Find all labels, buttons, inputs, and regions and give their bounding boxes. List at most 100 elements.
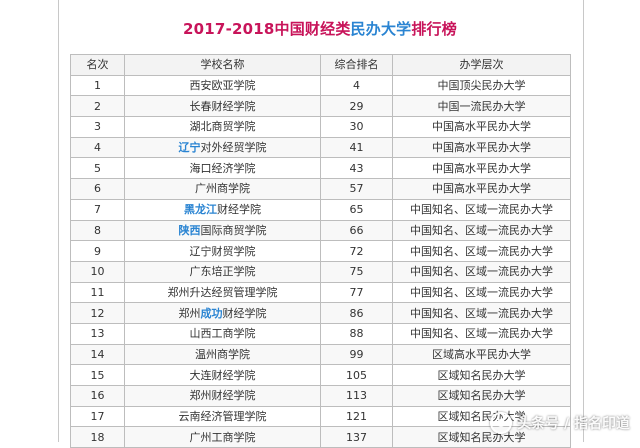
cell-rank: 12	[70, 302, 125, 324]
cell-rank: 17	[70, 405, 125, 428]
school-name-highlight: 成功	[200, 306, 223, 320]
cell-rank: 14	[70, 343, 125, 366]
cell-level: 中国知名、区域一流民办大学	[392, 322, 571, 345]
header-level: 办学层次	[392, 54, 571, 76]
cell-level: 中国高水平民办大学	[392, 178, 571, 200]
cell-rank: 3	[70, 116, 125, 138]
cell-level: 中国一流民办大学	[392, 95, 571, 118]
cell-score: 29	[320, 95, 393, 118]
cell-school-name: 广州工商学院	[124, 426, 321, 448]
cell-rank: 13	[70, 322, 125, 345]
school-name-text: 财经学院	[222, 306, 267, 320]
cell-school-name: 广东培正学院	[124, 260, 321, 283]
cell-rank: 15	[70, 364, 125, 386]
school-name-text: 辽宁财贸学院	[189, 244, 256, 258]
cell-level: 中国高水平民办大学	[392, 136, 571, 159]
school-name-text: 西安欧亚学院	[189, 79, 256, 93]
page-frame	[58, 0, 584, 442]
cell-school-name: 广州商学院	[124, 178, 321, 200]
toutiao-logo-icon	[490, 412, 513, 434]
school-name-text: 海口经济学院	[189, 161, 256, 175]
cell-score: 75	[320, 260, 393, 283]
school-name-text: 温州商学院	[195, 347, 250, 361]
cell-rank: 5	[70, 157, 125, 180]
table-row: 1 西安欧亚学院 4 中国顶尖民办大学	[70, 74, 571, 97]
cell-score: 113	[320, 385, 393, 407]
table-row: 16 郑州财经学院 113 区域知名民办大学	[70, 385, 571, 407]
school-name-text: 大连财经学院	[189, 368, 256, 382]
school-name-text: 财经学院	[217, 203, 261, 217]
cell-score: 137	[320, 426, 393, 448]
table-row: 6 广州商学院 57 中国高水平民办大学	[70, 178, 571, 200]
table-row: 11 郑州升达经贸管理学院 77 中国知名、区域一流民办大学	[70, 281, 571, 304]
cell-score: 72	[320, 240, 393, 262]
cell-score: 121	[320, 405, 393, 428]
school-name-text: 郑州	[178, 306, 201, 320]
cell-rank: 6	[70, 178, 125, 200]
cell-score: 41	[320, 136, 393, 159]
school-name-text: 广东培正学院	[189, 265, 256, 279]
school-name-highlight: 黑龙江	[184, 203, 217, 217]
cell-school-name: 黑龙江财经学院	[124, 198, 321, 221]
cell-score: 66	[320, 219, 393, 242]
cell-level: 中国知名、区域一流民办大学	[392, 240, 571, 262]
cell-score: 105	[320, 364, 393, 386]
cell-level: 中国顶尖民办大学	[392, 74, 571, 97]
cell-score: 4	[320, 74, 393, 97]
cell-school-name: 温州商学院	[124, 343, 321, 366]
cell-school-name: 辽宁财贸学院	[124, 240, 321, 262]
table-row: 3 湖北商贸学院 30 中国高水平民办大学	[70, 116, 571, 138]
table-header-row: 名次 学校名称 综合排名 办学层次	[70, 54, 571, 76]
school-name-text: 湖北商贸学院	[189, 120, 256, 134]
cell-school-name: 辽宁对外经贸学院	[124, 136, 321, 159]
cell-rank: 7	[70, 198, 125, 221]
school-name-text: 山西工商学院	[189, 327, 256, 341]
cell-school-name: 山西工商学院	[124, 322, 321, 345]
cell-level: 中国高水平民办大学	[392, 116, 571, 138]
cell-score: 43	[320, 157, 393, 180]
cell-score: 77	[320, 281, 393, 304]
cell-score: 57	[320, 178, 393, 200]
table-row: 13 山西工商学院 88 中国知名、区域一流民办大学	[70, 322, 571, 345]
table-row: 5 海口经济学院 43 中国高水平民办大学	[70, 157, 571, 180]
cell-level: 区域知名民办大学	[392, 385, 571, 407]
cell-rank: 4	[70, 136, 125, 159]
page-title: 2017-2018中国财经类民办大学排行榜	[58, 18, 582, 39]
cell-score: 88	[320, 322, 393, 345]
title-suffix: 排行榜	[411, 20, 457, 38]
cell-school-name: 海口经济学院	[124, 157, 321, 180]
table-row: 4 辽宁对外经贸学院 41 中国高水平民办大学	[70, 136, 571, 159]
cell-school-name: 郑州升达经贸管理学院	[124, 281, 321, 304]
cell-school-name: 云南经济管理学院	[124, 405, 321, 428]
header-score: 综合排名	[320, 54, 393, 76]
cell-rank: 8	[70, 219, 125, 242]
cell-school-name: 长春财经学院	[124, 95, 321, 118]
watermark-text: 头条号 / 指名印道	[517, 416, 630, 432]
table-row: 17 云南经济管理学院 121 区域知名民办大学	[70, 405, 571, 428]
school-name-text: 郑州升达经贸管理学院	[167, 285, 278, 299]
cell-rank: 2	[70, 95, 125, 118]
school-name-text: 云南经济管理学院	[178, 410, 267, 424]
cell-rank: 18	[70, 426, 125, 448]
table-row: 10 广东培正学院 75 中国知名、区域一流民办大学	[70, 260, 571, 283]
cell-rank: 10	[70, 260, 125, 283]
school-name-text: 广州工商学院	[189, 430, 256, 444]
cell-school-name: 陕西国际商贸学院	[124, 219, 321, 242]
cell-score: 86	[320, 302, 393, 324]
cell-school-name: 湖北商贸学院	[124, 116, 321, 138]
cell-school-name: 郑州财经学院	[124, 385, 321, 407]
cell-level: 中国知名、区域一流民办大学	[392, 198, 571, 221]
school-name-text: 广州商学院	[195, 182, 250, 196]
school-name-text: 郑州财经学院	[189, 389, 256, 403]
cell-score: 99	[320, 343, 393, 366]
table-row: 14 温州商学院 99 区域高水平民办大学	[70, 343, 571, 366]
cell-rank: 11	[70, 281, 125, 304]
table-row: 7 黑龙江财经学院 65 中国知名、区域一流民办大学	[70, 198, 571, 221]
school-name-text: 长春财经学院	[189, 99, 256, 113]
cell-level: 区域知名民办大学	[392, 364, 571, 386]
school-name-highlight: 辽宁	[178, 141, 201, 155]
table-row: 2 长春财经学院 29 中国一流民办大学	[70, 95, 571, 118]
cell-score: 30	[320, 116, 393, 138]
title-highlight: 民办大学	[350, 20, 412, 38]
table-row: 9 辽宁财贸学院 72 中国知名、区域一流民办大学	[70, 240, 571, 262]
